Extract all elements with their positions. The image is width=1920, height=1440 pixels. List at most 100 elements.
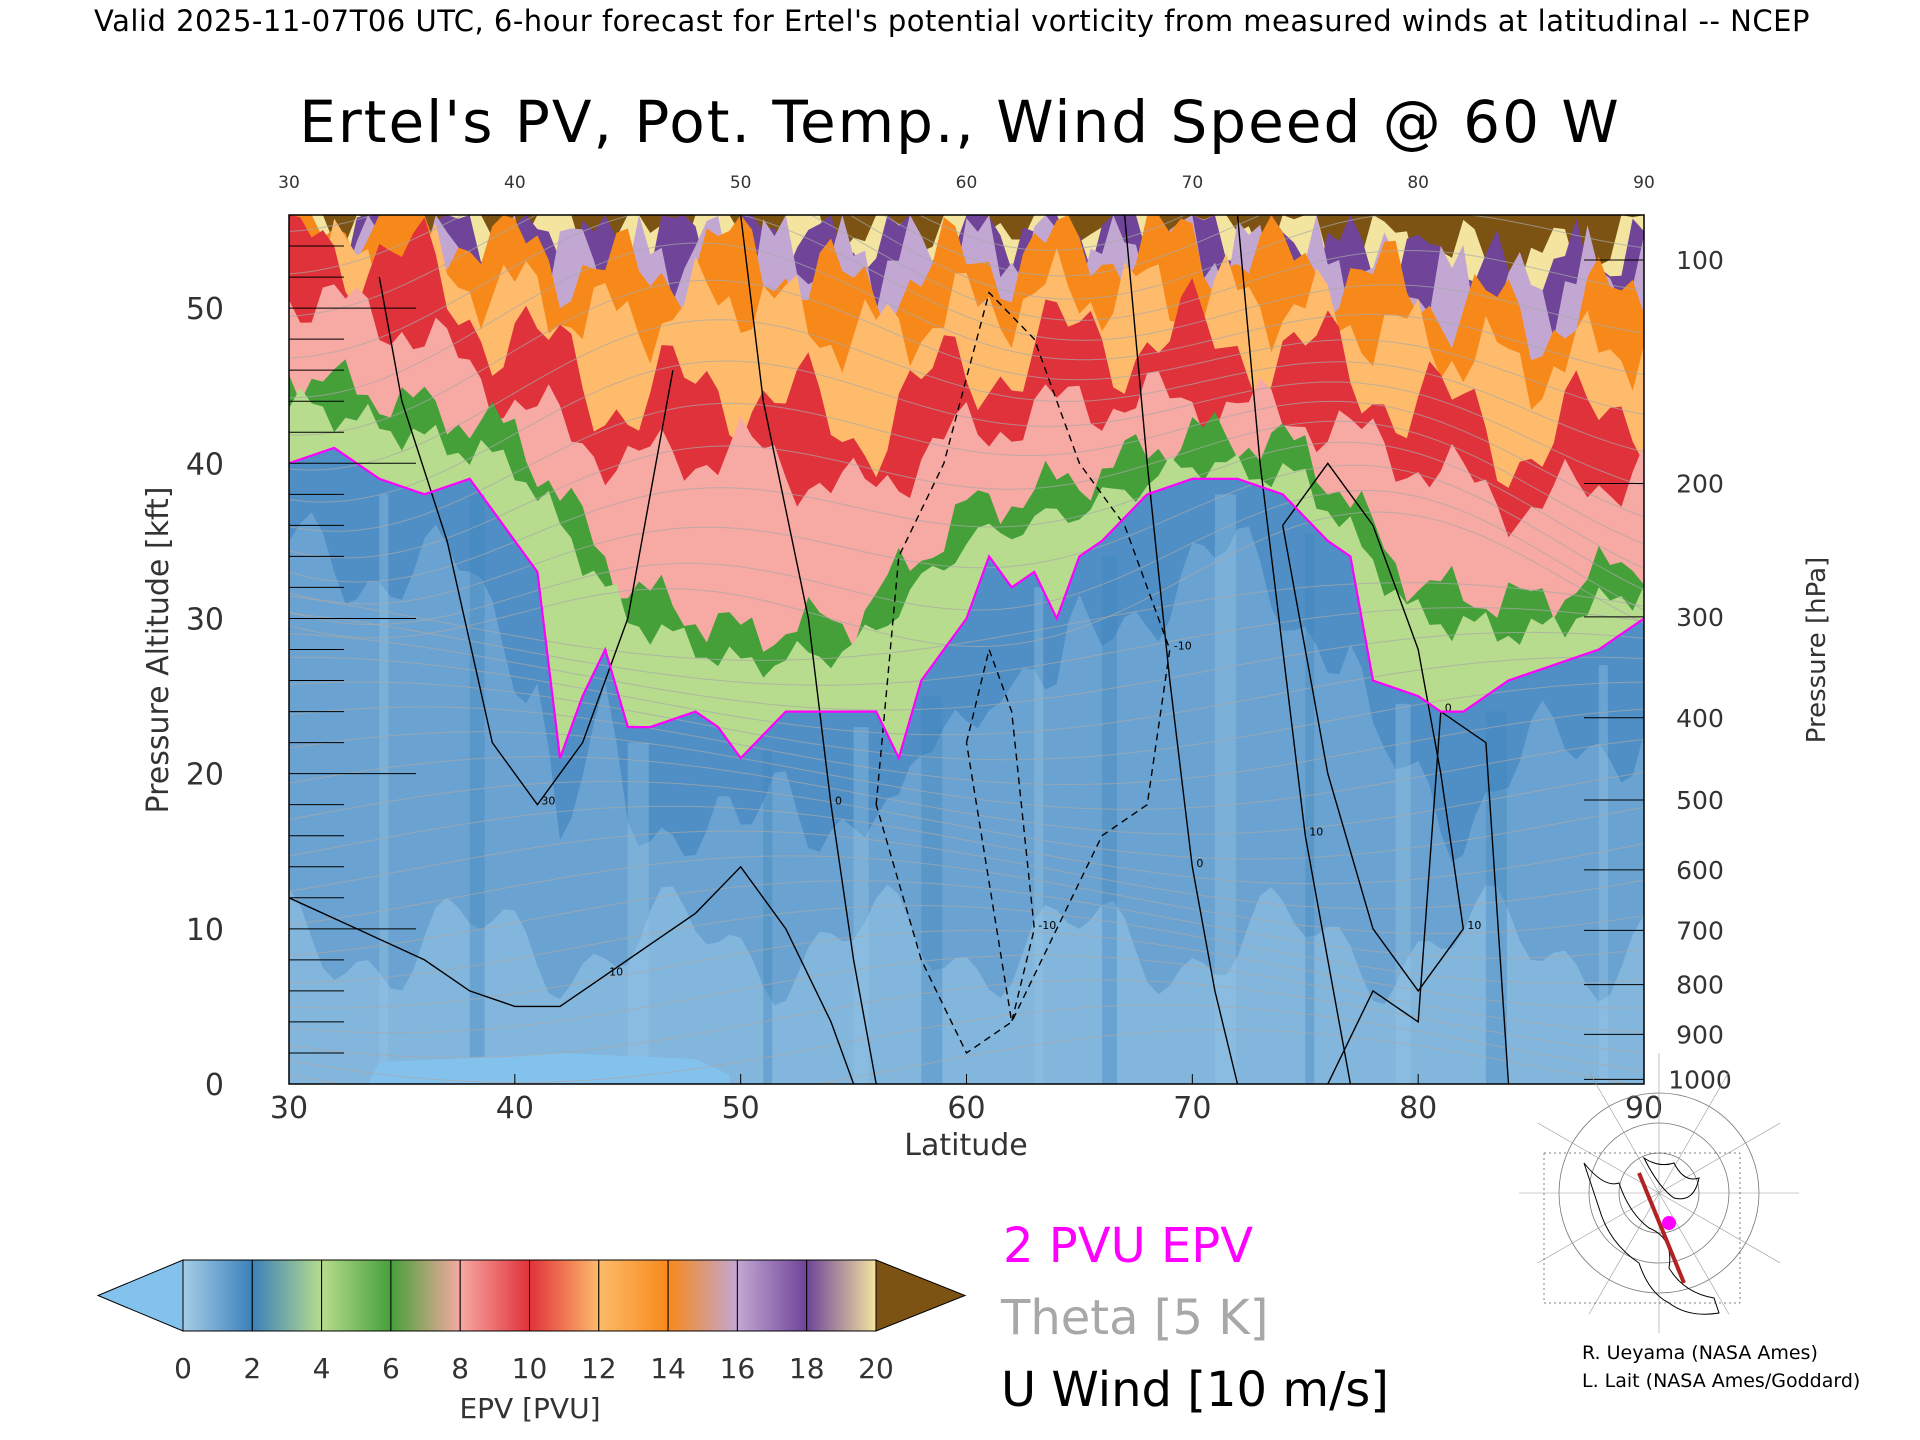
locator-map-graticule: [1537, 1192, 1660, 1264]
colorbar-tick-label: 10: [512, 1352, 548, 1385]
u-wind-contour: [1123, 215, 1239, 1084]
theta-contour: [289, 780, 1644, 860]
epv-streak: [1598, 665, 1608, 1084]
colorbar-tick-label: 4: [313, 1352, 331, 1385]
theta-contour: [289, 464, 1644, 605]
x-tick-label: 40: [496, 1091, 534, 1126]
u-wind-contour: [289, 865, 855, 1084]
x-tick-label: 50: [722, 1091, 760, 1126]
pressure-tick-label: 600: [1676, 856, 1724, 885]
epv-band-troposphere-low: [289, 884, 1644, 1084]
locator-map-coastline: [1642, 1156, 1700, 1200]
y-tick-label: 0: [205, 1068, 224, 1103]
locator-map-graticule: [1588, 1071, 1660, 1194]
theta-contour: [289, 242, 1644, 399]
colorbar-segment: [182, 1259, 253, 1332]
colorbar-segment: [667, 1259, 738, 1332]
u-wind-contour-label: -10: [1038, 919, 1056, 932]
colorbar-tick-label: 8: [451, 1352, 469, 1385]
locator-map-graticule: [1537, 1122, 1660, 1194]
colorbar-segment: [390, 1259, 461, 1332]
pressure-tick-label: 300: [1676, 603, 1724, 632]
epv-streak: [1305, 533, 1315, 1084]
theta-contour: [289, 400, 1644, 532]
theta-contour: [289, 279, 1644, 436]
colorbar-label: EPV [PVU]: [459, 1392, 600, 1425]
locator-map-graticule: [1658, 1192, 1781, 1264]
y-axis-label: Pressure Altitude [kft]: [141, 487, 176, 814]
x-tick-label-top: 30: [278, 173, 300, 193]
colorbar-segment: [321, 1259, 392, 1332]
u-wind-contour: [1282, 462, 1465, 993]
x-tick-label: 60: [947, 1091, 985, 1126]
u-wind-contour-label: 10: [1467, 919, 1481, 932]
x-tick-label-top: 80: [1407, 173, 1429, 193]
legend-u-wind: U Wind [10 m/s]: [1001, 1362, 1390, 1418]
x-axis-label: Latitude: [904, 1128, 1027, 1163]
colorbar-tick-label: 12: [581, 1352, 617, 1385]
x-tick-label-top: 60: [956, 173, 978, 193]
theta-contour: [918, 215, 1187, 251]
pressure-tick-label: 400: [1676, 704, 1724, 733]
colorbar-tick-label: 16: [720, 1352, 756, 1385]
pressure-tick-label: 1000: [1668, 1065, 1732, 1094]
theta-contour: [289, 420, 1644, 559]
theta-contour: [289, 756, 1644, 835]
u-wind-contour-label: 0: [835, 795, 842, 808]
y2-axis-label: Pressure [hPa]: [1802, 557, 1832, 744]
colorbar-tick-label: 6: [382, 1352, 400, 1385]
locator-map-graticule: [1658, 1192, 1730, 1315]
u-wind-contour: [1327, 710, 1510, 1084]
pressure-tick-label: 900: [1676, 1020, 1724, 1049]
epv-streak: [763, 750, 773, 1084]
theta-contour: [289, 215, 1262, 277]
colorbar-under-arrow: [96, 1259, 184, 1332]
colorbar-segment: [251, 1259, 323, 1332]
pressure-tick-label: 100: [1676, 246, 1724, 275]
theta-contour: [289, 706, 1644, 786]
colorbar-segment: [529, 1259, 600, 1332]
theta-contour: [289, 631, 1644, 711]
colorbar-segment: [459, 1259, 531, 1332]
pressure-tick-label: 700: [1676, 916, 1724, 945]
u-wind-contour-label: 10: [609, 965, 623, 978]
theta-contour: [289, 681, 1644, 761]
epv-streak: [1102, 556, 1117, 1084]
colorbar-tick-label: 14: [650, 1352, 686, 1385]
theta-contour: [289, 830, 1644, 910]
locator-map-graticule: [1658, 1122, 1781, 1194]
y-tick-label: 50: [186, 292, 224, 327]
theta-contour: [289, 215, 1644, 359]
epv-streak: [379, 494, 389, 1084]
u-wind-contour: [875, 291, 1171, 1055]
theta-contour: [289, 607, 1644, 686]
y-tick-label: 30: [186, 602, 224, 637]
locator-map-coastline: [1583, 1162, 1720, 1315]
epv-streak: [1214, 494, 1236, 1084]
theta-contour: [289, 954, 1644, 1034]
colorbar-over-arrow: [875, 1259, 967, 1332]
theta-contour: [289, 319, 1644, 471]
colorbar-tick-label: 20: [858, 1352, 894, 1385]
theta-contour: [289, 905, 1644, 984]
chart-title: Ertel's PV, Pot. Temp., Wind Speed @ 60 …: [299, 88, 1621, 156]
pressure-tick-label: 800: [1676, 971, 1724, 1000]
legend-theta: Theta [5 K]: [1001, 1290, 1269, 1346]
u-wind-contour: [378, 276, 674, 806]
x-tick-label-top: 70: [1182, 173, 1204, 193]
pressure-tick-label: 500: [1676, 786, 1724, 815]
theta-contour: [289, 582, 1644, 661]
locator-map-graticule: [1588, 1192, 1660, 1315]
theta-contour: [289, 511, 1644, 648]
theta-contour: [289, 656, 1644, 736]
theta-contour: [289, 215, 1644, 300]
x-tick-label-top: 90: [1633, 173, 1655, 193]
locator-map-marker: [1662, 1216, 1676, 1230]
locator-map-graticule: [1658, 1071, 1730, 1194]
y-tick-label: 40: [186, 447, 224, 482]
pressure-tick-label: 200: [1676, 469, 1724, 498]
u-wind-contour-label: 10: [1309, 826, 1323, 839]
x-tick-label: 70: [1173, 1091, 1211, 1126]
locator-map-section-line: [1637, 1172, 1686, 1284]
